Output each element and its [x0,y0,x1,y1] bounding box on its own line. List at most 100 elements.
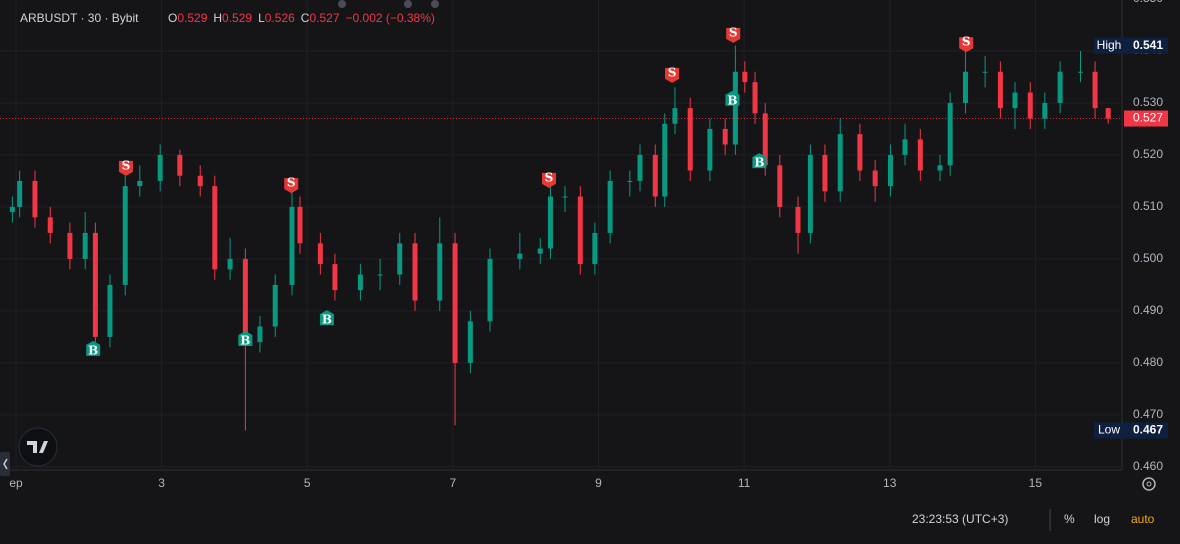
candle-body [1027,92,1033,119]
x-tick-label: 15 [1029,476,1043,490]
candle-body [137,180,143,187]
y-tick-label: 0.470 [1133,407,1163,421]
candle-body [242,258,248,343]
signal-label: B [322,313,332,327]
candle-body [17,180,23,207]
collapse-icon [3,458,8,470]
x-tick-label: 9 [595,476,602,490]
candle-body [67,232,73,259]
badge-label-bg [1094,422,1124,439]
log-toggle[interactable]: log [1094,512,1110,526]
candle-body [687,108,693,171]
candle-body [289,206,295,285]
candle-body [562,196,568,198]
auto-toggle[interactable]: auto [1131,512,1155,526]
collapse-bg[interactable] [0,452,10,476]
candle-body [795,206,801,233]
candle-body [962,71,968,103]
candle-body [332,264,338,291]
candle-body [637,154,643,181]
ohlc-label: H [213,11,222,25]
y-tick-label: 0.530 [1133,95,1163,109]
signal-marker [541,172,556,188]
signal-label: S [668,65,677,79]
candle-body [9,206,15,213]
candle-body [1105,108,1111,119]
candle-body [487,258,493,322]
candle-body [227,258,233,270]
candle-body [937,165,943,171]
x-tick-label: 13 [883,476,897,490]
tradingview-logo[interactable] [18,427,58,467]
candle-body [742,71,748,83]
candle-body [177,154,183,176]
candle-body [707,128,713,171]
x-tick-label: ep [9,476,23,490]
signal-label: B [754,156,764,170]
y-tick-label: 0.520 [1133,147,1163,161]
ohlc-value: 0.529 [222,11,252,25]
signal-label: B [88,343,98,357]
candle-body [547,196,553,249]
candle-body [1057,71,1063,103]
candle-body [997,71,1003,109]
candle-body [157,154,163,181]
signal-label: S [287,176,296,190]
signal-marker [665,67,680,83]
x-tick-label: 7 [450,476,457,490]
signal-marker [752,153,767,169]
badge-label: High [1097,38,1122,52]
candle-body [1092,71,1098,109]
candle-body [672,108,678,124]
candle-body [732,71,738,145]
plot: S S S S S S B B B B B [0,25,1122,431]
candle-body [722,128,728,145]
percent-toggle[interactable]: % [1064,512,1075,526]
candle-body [467,321,473,363]
signal-label: B [240,333,250,347]
candle-body [837,134,843,192]
signal-label: S [545,170,554,184]
candle-body [82,232,88,259]
y-tick-label: 0.460 [1133,459,1163,473]
gear-icon[interactable] [1142,477,1156,491]
candle-body [822,154,828,192]
candle-body [212,186,218,270]
signal-marker [284,178,299,194]
candle-body [397,243,403,275]
ohlc-label: L [258,11,265,25]
candle-body [652,154,658,197]
ohlc-value: 0.527 [309,11,339,25]
last-price-label: 0.527 [1133,111,1163,125]
candle-body [607,180,613,233]
candle-body [517,253,523,259]
ohlc-label: C [301,11,310,25]
candle-body [317,243,323,265]
candle-body [577,196,583,265]
candle-body [762,113,768,166]
signal-marker [959,37,974,53]
dot [338,0,346,8]
candle-body [662,123,668,197]
settings-button[interactable] [1142,477,1156,491]
candle-body [777,165,783,207]
candle-body [47,217,53,233]
logo-mark [27,441,48,453]
candle-body [917,139,923,171]
ohlc-text: O0.529 H0.529 L0.526 C0.527 −0.002 (−0.38%) [168,11,435,25]
candle-body [297,206,303,244]
y-tick-label: 0.490 [1133,303,1163,317]
signal-label: S [729,25,738,39]
logo-circle[interactable] [18,427,58,467]
ohlc-value: 0.526 [265,11,295,25]
candle-body [627,180,633,182]
collapse-button[interactable] [0,452,10,476]
y-tick-label: 0.500 [1133,251,1163,265]
candle-body [592,232,598,265]
badge-label: Low [1098,423,1120,437]
grid [0,0,1122,470]
candle-body [752,82,758,114]
badge-value: 0.467 [1133,423,1163,437]
